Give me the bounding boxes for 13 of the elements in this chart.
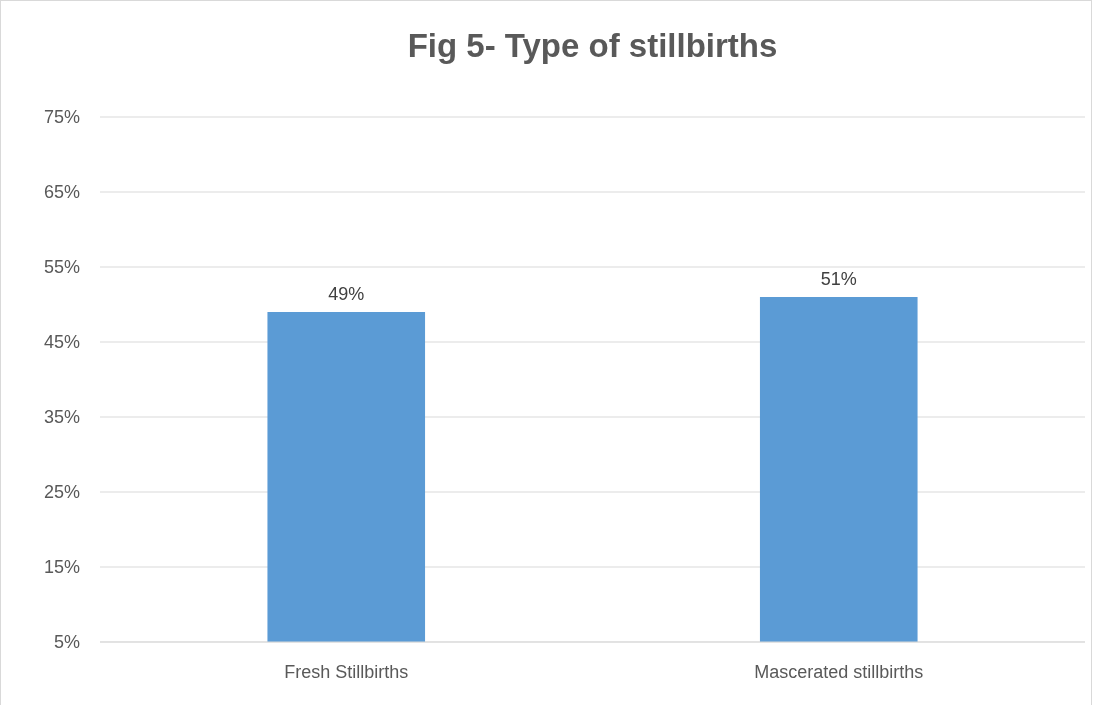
y-tick-label: 25% xyxy=(43,482,80,503)
y-tick-label: 35% xyxy=(43,407,80,428)
y-tick-label: 45% xyxy=(43,332,80,353)
x-tick-label: Mascerated stillbirths xyxy=(754,662,924,682)
y-tick-label: 15% xyxy=(43,557,80,578)
x-tick-label: Fresh Stillbirths xyxy=(284,662,409,682)
chart-title: Fig 5- Type of stillbirths xyxy=(407,27,778,64)
y-tick-label: 5% xyxy=(53,632,80,653)
y-tick-label: 55% xyxy=(43,257,80,278)
y-tick-label: 65% xyxy=(43,182,80,203)
data-label: 51% xyxy=(820,269,857,289)
data-label: 49% xyxy=(328,284,365,304)
y-tick-label: 75% xyxy=(43,107,80,128)
